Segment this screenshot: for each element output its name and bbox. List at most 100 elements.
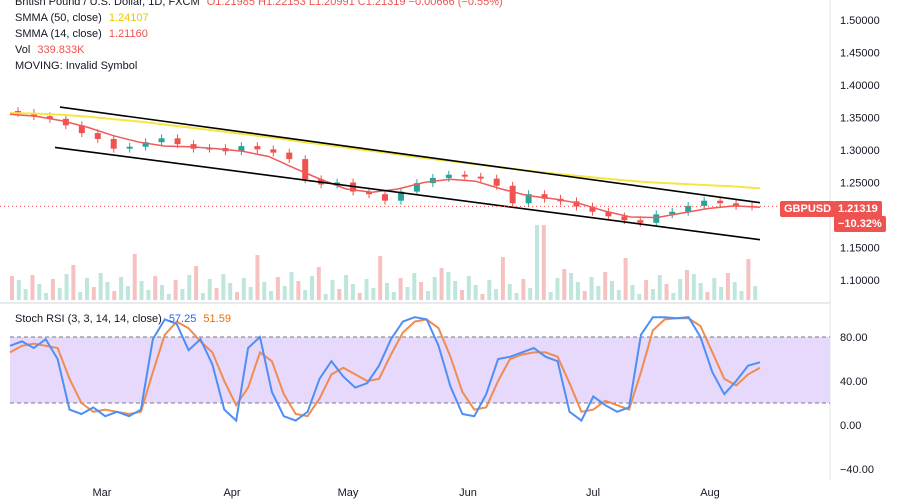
candle-body — [397, 191, 404, 201]
volume-bar — [535, 225, 539, 300]
volume-bar — [323, 294, 328, 300]
volume-value: 339.833K — [37, 44, 85, 56]
volume-bar — [705, 292, 710, 300]
volume-bar — [173, 280, 178, 300]
candle-body — [525, 194, 532, 204]
candle-body — [605, 211, 612, 217]
stoch-label: Stoch RSI (3, 3, 14, 14, close) — [15, 313, 162, 325]
volume-bar — [616, 290, 621, 300]
volume-bar — [78, 292, 83, 300]
candle-body — [254, 146, 261, 150]
volume-bar — [119, 277, 124, 300]
volume-bar — [610, 281, 614, 300]
volume-bar — [637, 294, 642, 300]
volume-bar — [521, 279, 526, 300]
volume-bar — [439, 268, 444, 300]
stoch-legend[interactable]: Stoch RSI (3, 3, 14, 14, close) 57.25 51… — [15, 313, 231, 326]
sma14-legend[interactable]: SMMA (14, close) 1.21160 — [15, 28, 148, 41]
sma50-legend[interactable]: SMMA (50, close) 1.24107 — [15, 12, 149, 25]
candle-body — [573, 201, 580, 207]
stoch-band — [10, 337, 830, 403]
volume-bar — [316, 267, 321, 300]
volume-bar — [112, 291, 117, 300]
volume-bar — [344, 275, 349, 300]
volume-bar — [671, 293, 676, 300]
candle-body — [445, 174, 452, 178]
volume-bar — [405, 287, 410, 300]
sma50-label: SMMA (50, close) — [15, 12, 102, 24]
stoch-d-value: 51.59 — [203, 313, 231, 325]
volume-bar — [132, 254, 137, 300]
price-axis[interactable]: 1.50000 1.45000 1.40000 1.35000 1.30000 1.250… — [840, 15, 880, 476]
stoch-tick-label: 40.00 — [840, 376, 868, 388]
volume-bar — [391, 292, 396, 300]
volume-bar — [650, 289, 655, 300]
volume-bar — [64, 274, 69, 300]
volume-bar — [487, 280, 492, 300]
channel-upper-line — [59, 106, 761, 204]
volume-bar — [678, 279, 683, 300]
moving-label: MOVING: Invalid Symbol — [15, 60, 138, 72]
price-pane[interactable] — [0, 106, 830, 300]
candle-body — [110, 138, 117, 149]
volume-bar — [187, 275, 192, 300]
volume-bar — [460, 290, 464, 300]
volume-bar — [739, 291, 744, 300]
price-tick-label: 1.50000 — [840, 15, 880, 27]
volume-bar — [528, 288, 533, 300]
moving-legend[interactable]: MOVING: Invalid Symbol — [15, 60, 137, 73]
candle-body — [78, 125, 85, 134]
volume-bar — [235, 292, 239, 300]
stoch-tick-label: 80.00 — [840, 332, 868, 344]
volume-bar — [412, 273, 417, 300]
volume-bar — [657, 275, 662, 300]
stoch-rsi-pane[interactable] — [9, 316, 830, 423]
volume-bar — [514, 293, 519, 300]
stoch-k-value: 57.25 — [168, 313, 197, 325]
sma14-label: SMMA (14, close) — [15, 28, 102, 40]
price-tick-label: 1.25000 — [840, 178, 880, 190]
volume-bar — [432, 277, 437, 300]
volume-bar — [732, 282, 737, 300]
candle-body — [413, 183, 420, 192]
volume-bar — [630, 285, 635, 300]
time-tick-label: Jun — [459, 487, 477, 499]
sma14-value: 1.21160 — [108, 28, 148, 40]
candle-body — [637, 220, 644, 223]
channel-lower-line — [54, 146, 761, 241]
candle-body — [366, 191, 373, 195]
volume-bar — [541, 225, 546, 300]
time-axis[interactable]: Mar Apr May Jun Jul Aug — [93, 487, 720, 499]
volume-bar — [644, 280, 649, 300]
sma50-value: 1.24107 — [108, 12, 149, 24]
ohlc-values: O1.21985 H1.22153 L1.20991 C1.21319 −0.0… — [206, 0, 503, 8]
stoch-tick-label: 0.00 — [840, 420, 861, 432]
symbol-legend[interactable]: British Pound / U.S. Dollar, 1D, FXCM O1… — [15, 0, 503, 9]
candle-body — [286, 152, 293, 160]
volume-bar — [398, 278, 403, 300]
volume-bar — [589, 277, 594, 300]
candle-body — [46, 116, 53, 119]
volume-bar — [691, 274, 696, 300]
volume-bar — [712, 278, 717, 300]
volume-bar — [357, 293, 362, 300]
volume-bar — [269, 291, 274, 300]
candle-body — [158, 138, 165, 143]
volume-bar — [85, 278, 89, 300]
candle-body — [685, 205, 692, 212]
volume-bar — [310, 276, 314, 300]
stoch-tick-label: −40.00 — [840, 464, 874, 476]
candle-body — [174, 138, 181, 145]
volume-bar — [180, 289, 185, 300]
candle-body — [509, 185, 516, 204]
volume-bar — [296, 281, 301, 300]
volume-bar — [23, 289, 28, 300]
volume-bar — [494, 289, 499, 300]
volume-label: Vol — [15, 44, 31, 56]
volume-legend[interactable]: Vol 339.833K — [15, 44, 84, 57]
candle-body — [126, 146, 133, 149]
volume-bar — [98, 273, 103, 300]
volume-bar — [30, 275, 35, 300]
